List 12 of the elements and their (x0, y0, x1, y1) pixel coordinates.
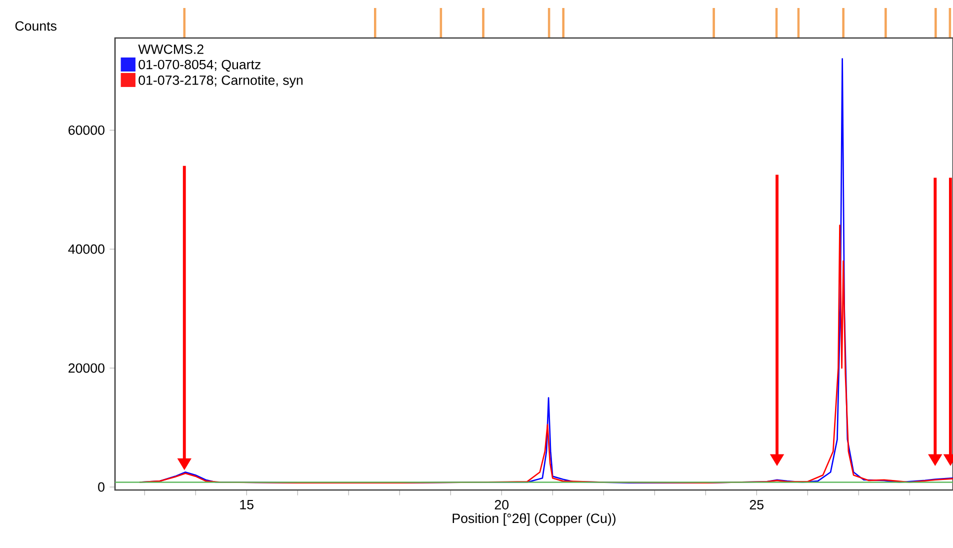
y-tick-label: 40000 (68, 244, 104, 254)
y-tick-label: 0 (98, 482, 104, 492)
x-axis-title: Position [°2θ] (Copper (Cu)) (452, 513, 616, 526)
legend-title: WWCMS.2 (138, 44, 204, 54)
legend-label: 01-070-8054; Quartz (138, 60, 260, 72)
x-tick-label: 25 (750, 500, 764, 510)
x-tick-label: 15 (240, 500, 254, 510)
y-tick-label: 60000 (68, 125, 104, 135)
y-axis-title: Counts (15, 21, 56, 31)
y-tick-label: 20000 (68, 363, 104, 373)
x-tick-label: 20 (494, 500, 509, 510)
legend-label: 01-073-2178; Carnotite, syn (138, 75, 303, 88)
